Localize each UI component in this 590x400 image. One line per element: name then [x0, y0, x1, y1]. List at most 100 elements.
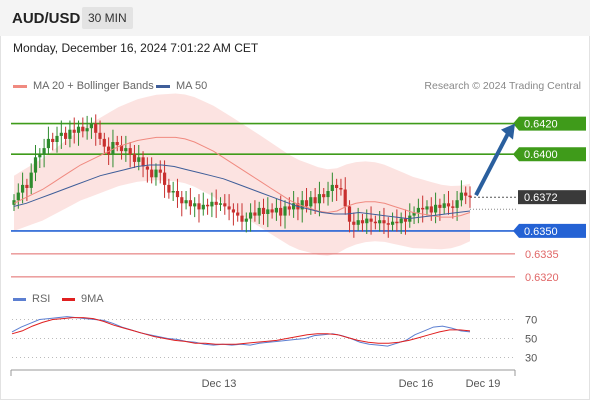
candle-body: [59, 132, 63, 136]
chart-header: AUD/USD 30 MIN: [0, 0, 590, 36]
candle-body: [81, 126, 85, 132]
ma9-swatch: [62, 297, 75, 301]
x-tick-label: Dec 13: [202, 378, 237, 390]
candle-body: [210, 201, 214, 207]
legend-label-9ma: 9MA: [81, 293, 104, 305]
candle-body: [283, 206, 287, 216]
rsi-tick-label: 30: [525, 353, 537, 365]
candle-body: [403, 218, 408, 222]
candle-body: [455, 200, 459, 208]
level-label: 0.6420: [524, 119, 558, 131]
candle-body: [257, 207, 261, 216]
legend-item-9ma: 9MA: [62, 293, 104, 305]
candle-body: [373, 221, 377, 224]
candle-body: [270, 209, 274, 213]
legend-item-rsi: RSI: [13, 293, 50, 305]
level-label: 0.6400: [524, 149, 558, 161]
candle-body: [94, 123, 98, 133]
candle-body: [38, 154, 42, 158]
candle-body: [343, 189, 347, 207]
candle-body: [72, 129, 76, 133]
candle-body: [218, 203, 223, 205]
candle-body: [85, 128, 89, 132]
candle-body: [193, 203, 197, 207]
x-tick-label: Dec 19: [466, 378, 501, 390]
candle-body: [382, 220, 386, 224]
candle-body: [326, 191, 330, 198]
candle-body: [42, 148, 46, 155]
candle-body: [124, 148, 128, 152]
projection-arrow-head: [501, 123, 515, 140]
candle-body: [150, 169, 154, 178]
candle-body: [322, 194, 326, 198]
candle-body: [98, 132, 102, 139]
candle-body: [214, 201, 218, 205]
candle-body: [188, 200, 192, 207]
rsi-9ma-line: [11, 317, 471, 345]
legend-item-ma50: MA 50: [156, 80, 207, 92]
candle-body: [201, 204, 205, 210]
candle-body: [141, 157, 145, 167]
candle-body: [395, 221, 399, 224]
bollinger-band: [14, 93, 470, 256]
candle-body: [180, 197, 184, 204]
candle-body: [429, 206, 433, 213]
candle-body: [175, 191, 180, 198]
candle-body: [64, 132, 68, 139]
ma50-swatch: [156, 84, 170, 88]
legend-label-rsi: RSI: [32, 293, 51, 305]
candle-body: [223, 203, 227, 207]
candle-body: [206, 204, 210, 207]
candle-body: [309, 197, 313, 207]
candle-body: [360, 220, 365, 224]
candle-body: [386, 223, 390, 225]
candle-body: [184, 200, 188, 204]
candle-body: [236, 212, 240, 216]
candle-body: [171, 191, 175, 193]
symbol-title: AUD/USD: [12, 10, 81, 27]
candle-body: [115, 142, 119, 146]
credit-label: Research © 2024 Trading Central: [424, 80, 581, 92]
candle-body: [279, 207, 283, 216]
legend-label-ma20: MA 20 + Bollinger Bands: [33, 80, 154, 92]
candle-body: [231, 209, 235, 213]
candle-body: [167, 184, 171, 193]
candle-body: [442, 203, 446, 208]
candle-body: [313, 197, 317, 204]
candle-body: [365, 218, 369, 224]
candle-body: [369, 218, 373, 222]
candle-body: [68, 129, 72, 139]
ma50-line: [13, 164, 471, 220]
candle-body: [46, 138, 50, 149]
candle-body: [266, 209, 270, 214]
timeframe-button[interactable]: 30 MIN: [82, 7, 133, 29]
rsi-tick-label: 50: [525, 334, 537, 346]
level-box: [513, 116, 586, 131]
datetime-label: Monday, December 16, 2024 7:01:22 AM CET: [13, 41, 259, 55]
candle-body: [425, 206, 429, 210]
current-price-label: 0.6372: [524, 192, 558, 204]
candle-body: [244, 218, 248, 222]
current-price-box: [518, 190, 586, 205]
candle-body: [197, 203, 201, 210]
candle-body: [352, 221, 356, 225]
candle-body: [253, 212, 257, 216]
candle-body: [145, 166, 149, 170]
rsi-swatch: [13, 297, 26, 301]
candle-body: [89, 123, 93, 129]
candle-body: [51, 138, 55, 142]
candle-body: [451, 206, 455, 208]
candle-body: [292, 203, 296, 210]
candle-body: [163, 172, 167, 185]
candle-body: [111, 142, 115, 155]
ma20-line: [13, 136, 471, 218]
level-box: [513, 147, 586, 162]
candle-body: [227, 206, 231, 210]
candle-body: [137, 157, 141, 162]
candle-body: [412, 212, 416, 216]
candle-body: [464, 192, 468, 196]
candle-body: [391, 221, 395, 225]
candle-body: [446, 203, 451, 207]
candle-body: [12, 200, 16, 205]
